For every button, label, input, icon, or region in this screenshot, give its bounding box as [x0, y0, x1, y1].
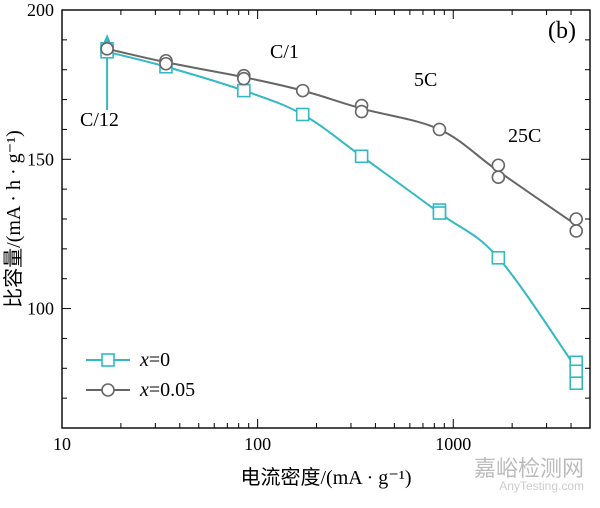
legend-square-icon	[102, 354, 114, 366]
circle-marker-icon	[101, 43, 113, 55]
square-marker-icon	[356, 150, 368, 162]
chart-annotation: 25C	[508, 125, 541, 147]
circle-marker-icon	[570, 213, 582, 225]
y-tick-label: 200	[27, 0, 54, 20]
chart-annotation: C/12	[80, 109, 119, 131]
y-tick-label: 150	[27, 149, 54, 169]
square-marker-icon	[570, 365, 582, 377]
x-tick-label: 100	[244, 434, 271, 454]
y-tick-label: 100	[27, 299, 54, 319]
square-marker-icon	[238, 85, 250, 97]
chart-annotation: 5C	[414, 69, 437, 91]
circle-marker-icon	[570, 225, 582, 237]
panel-label: (b)	[548, 18, 576, 44]
watermark-main: 嘉峪检测网	[474, 456, 584, 481]
circle-marker-icon	[297, 85, 309, 97]
circle-marker-icon	[160, 58, 172, 70]
square-marker-icon	[570, 377, 582, 389]
y-axis-label: 比容量/(mA · h · g⁻¹)	[2, 130, 25, 308]
square-marker-icon	[492, 252, 504, 264]
circle-marker-icon	[238, 73, 250, 85]
square-marker-icon	[433, 207, 445, 219]
x-axis-label: 电流密度/(mA · g⁻¹)	[241, 466, 412, 489]
x-tick-label: 1000	[435, 434, 471, 454]
chart-panel: 10 100 1000 100 150 200 电流密度/(mA · g⁻¹) 比容量/(mA…	[0, 0, 600, 503]
chart-annotation: C/1	[270, 41, 299, 63]
circle-marker-icon	[356, 106, 368, 118]
circle-marker-icon	[492, 171, 504, 183]
legend-label: x=0	[139, 349, 170, 371]
x-tick-label: 10	[53, 434, 71, 454]
legend-circle-icon	[102, 384, 114, 396]
chart-svg: 10 100 1000 100 150 200 电流密度/(mA · g⁻¹) 比容量/(mA…	[0, 0, 600, 503]
square-marker-icon	[297, 109, 309, 121]
circle-marker-icon	[433, 123, 445, 135]
legend-label: x=0.05	[139, 379, 195, 401]
circle-marker-icon	[492, 159, 504, 171]
watermark-sub: AnyTesting.com	[499, 479, 584, 493]
